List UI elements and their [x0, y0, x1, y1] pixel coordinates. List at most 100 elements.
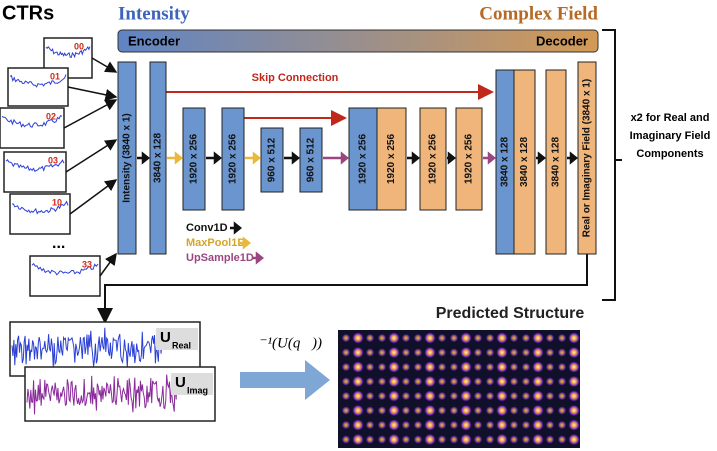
result-title: Predicted Structure	[436, 305, 585, 322]
atom-dot	[558, 348, 567, 357]
atom-dot	[366, 406, 375, 415]
atom-dot	[558, 406, 567, 415]
atom-dot	[558, 435, 567, 444]
atom-dot	[450, 363, 459, 372]
atom-dot	[532, 419, 544, 431]
layer-label: Real or Imaginary Field (3840 x 1)	[582, 79, 593, 237]
atom-dot	[474, 377, 483, 386]
layer-arrow	[407, 154, 418, 162]
atom-dot	[546, 406, 555, 415]
atom-dot	[546, 377, 555, 386]
atom-dot	[402, 348, 411, 357]
encoder-label: Encoder	[128, 33, 180, 48]
atom-dot	[402, 406, 411, 415]
atom-dot	[352, 376, 364, 388]
transform-arrow	[240, 360, 330, 400]
layer-arrow	[167, 154, 181, 162]
ctr-index: 01	[50, 71, 60, 81]
atom-dot	[414, 363, 423, 372]
atom-dot	[460, 347, 472, 359]
atom-dot	[402, 334, 411, 343]
atom-dot	[510, 334, 519, 343]
layer-label: 3840 x 128	[153, 133, 164, 183]
atom-dot	[438, 334, 447, 343]
atom-dot	[378, 334, 387, 343]
atom-dot	[342, 406, 351, 415]
atom-dot	[378, 406, 387, 415]
encoder-decoder-bar	[118, 30, 598, 52]
atom-dot	[438, 435, 447, 444]
atom-dot	[532, 347, 544, 359]
atom-dot	[558, 392, 567, 401]
layer-arrow	[567, 154, 576, 162]
ctr-index: 10	[52, 197, 62, 207]
atom-dot	[342, 392, 351, 401]
layer-arrow	[536, 154, 544, 162]
atom-dot	[474, 348, 483, 357]
atom-dot	[352, 347, 364, 359]
atom-dot	[510, 363, 519, 372]
atom-dot	[568, 405, 580, 417]
atom-dot	[450, 421, 459, 430]
input-arrow	[92, 58, 116, 72]
atom-dot	[414, 334, 423, 343]
atom-dot	[460, 419, 472, 431]
layer-label: 1920 x 256	[464, 134, 475, 184]
layer-arrow	[323, 154, 347, 162]
atom-dot	[474, 363, 483, 372]
atom-dot	[568, 419, 580, 431]
atom-dot	[352, 405, 364, 417]
atom-dot	[438, 421, 447, 430]
atom-dot	[402, 392, 411, 401]
input-arrow	[64, 100, 116, 128]
legend-conv: Conv1D	[186, 222, 228, 234]
layer-arrow	[447, 154, 454, 162]
atom-dot	[366, 421, 375, 430]
atom-dot	[388, 405, 400, 417]
layer-label: 1920 x 256	[358, 134, 369, 184]
atom-dot	[414, 392, 423, 401]
atom-dot	[460, 361, 472, 373]
atom-dot	[486, 435, 495, 444]
atom-dot	[366, 435, 375, 444]
atom-dot	[352, 390, 364, 402]
ctr-index: 02	[46, 111, 56, 121]
layer-arrow	[206, 154, 220, 162]
atom-dot	[510, 392, 519, 401]
atom-dot	[460, 332, 472, 344]
atom-dot	[460, 434, 472, 446]
atom-dot	[486, 406, 495, 415]
atom-dot	[510, 406, 519, 415]
atom-dot	[450, 334, 459, 343]
atom-dot	[568, 361, 580, 373]
atom-dot	[474, 435, 483, 444]
structure-image	[338, 330, 580, 448]
atom-dot	[424, 361, 436, 373]
layer-label: 3840 x 128	[500, 137, 511, 187]
repeat-note: Imaginary Field	[630, 130, 711, 142]
atom-dot	[486, 392, 495, 401]
atom-dot	[424, 332, 436, 344]
atom-dot	[532, 376, 544, 388]
atom-dot	[438, 406, 447, 415]
input-arrow	[66, 140, 116, 172]
atom-dot	[522, 334, 531, 343]
atom-dot	[522, 435, 531, 444]
atom-dot	[352, 361, 364, 373]
atom-dot	[378, 363, 387, 372]
atom-dot	[510, 348, 519, 357]
atom-dot	[450, 348, 459, 357]
atom-dot	[438, 392, 447, 401]
ctr-index: 00	[74, 41, 84, 51]
atom-dot	[510, 435, 519, 444]
atom-dot	[424, 434, 436, 446]
layer-label: 960 x 512	[267, 137, 278, 182]
atom-dot	[532, 390, 544, 402]
atom-dot	[352, 434, 364, 446]
transform-formula: ℱ⁻¹(U(q⃗))	[248, 335, 322, 351]
atom-dot	[402, 421, 411, 430]
output-subscript: Real	[172, 340, 191, 350]
atom-dot	[486, 421, 495, 430]
atom-dot	[460, 376, 472, 388]
atom-dot	[568, 347, 580, 359]
